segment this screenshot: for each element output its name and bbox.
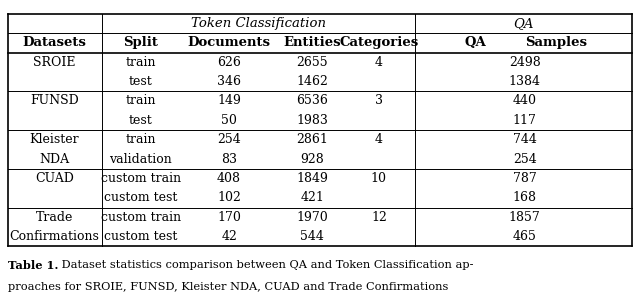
Text: 1384: 1384: [509, 75, 541, 88]
Text: 2655: 2655: [296, 56, 328, 69]
Text: Token Classification: Token Classification: [191, 17, 326, 30]
Text: 1462: 1462: [296, 75, 328, 88]
Text: Trade: Trade: [36, 211, 73, 224]
Text: 12: 12: [371, 211, 387, 224]
Text: 50: 50: [221, 114, 237, 127]
Text: 1849: 1849: [296, 172, 328, 185]
Text: 254: 254: [217, 133, 241, 146]
Text: validation: validation: [109, 153, 172, 166]
Text: 1983: 1983: [296, 114, 328, 127]
Text: 102: 102: [217, 191, 241, 204]
Text: 1970: 1970: [296, 211, 328, 224]
Text: 744: 744: [513, 133, 537, 146]
Text: SROIE: SROIE: [33, 56, 76, 69]
Text: FUNSD: FUNSD: [30, 95, 79, 107]
Text: Documents: Documents: [188, 36, 271, 49]
Text: 928: 928: [300, 153, 324, 166]
Text: Samples: Samples: [525, 36, 587, 49]
Text: 346: 346: [217, 75, 241, 88]
Text: 408: 408: [217, 172, 241, 185]
Text: train: train: [125, 95, 156, 107]
Text: 787: 787: [513, 172, 537, 185]
Text: NDA: NDA: [39, 153, 70, 166]
Text: custom test: custom test: [104, 230, 177, 243]
Text: 83: 83: [221, 153, 237, 166]
Text: Dataset statistics comparison between QA and Token Classification ap-: Dataset statistics comparison between QA…: [58, 260, 473, 270]
Text: 6536: 6536: [296, 95, 328, 107]
Text: 465: 465: [513, 230, 537, 243]
Text: 626: 626: [217, 56, 241, 69]
Text: QA: QA: [513, 17, 534, 30]
Text: 42: 42: [221, 230, 237, 243]
Text: custom train: custom train: [100, 172, 181, 185]
Text: train: train: [125, 133, 156, 146]
Text: 254: 254: [513, 153, 537, 166]
Text: Categories: Categories: [339, 36, 419, 49]
Text: test: test: [129, 114, 153, 127]
Text: 421: 421: [300, 191, 324, 204]
Text: train: train: [125, 56, 156, 69]
Text: custom train: custom train: [100, 211, 181, 224]
Text: 170: 170: [217, 211, 241, 224]
Text: 2861: 2861: [296, 133, 328, 146]
Text: 4: 4: [375, 56, 383, 69]
Text: custom test: custom test: [104, 191, 177, 204]
Text: 168: 168: [513, 191, 537, 204]
Text: Entities: Entities: [284, 36, 341, 49]
Text: 1857: 1857: [509, 211, 541, 224]
Text: QA: QA: [465, 36, 486, 49]
Text: 2498: 2498: [509, 56, 541, 69]
Text: 3: 3: [375, 95, 383, 107]
Text: Split: Split: [124, 36, 158, 49]
Text: 544: 544: [300, 230, 324, 243]
Text: 10: 10: [371, 172, 387, 185]
Text: proaches for SROIE, FUNSD, Kleister NDA, CUAD and Trade Confirmations: proaches for SROIE, FUNSD, Kleister NDA,…: [8, 282, 448, 292]
Text: Confirmations: Confirmations: [10, 230, 99, 243]
Text: 149: 149: [217, 95, 241, 107]
Text: 117: 117: [513, 114, 537, 127]
Text: 4: 4: [375, 133, 383, 146]
Text: Kleister: Kleister: [29, 133, 79, 146]
Text: 440: 440: [513, 95, 537, 107]
Text: CUAD: CUAD: [35, 172, 74, 185]
Text: Datasets: Datasets: [22, 36, 86, 49]
Text: test: test: [129, 75, 153, 88]
Text: Table 1.: Table 1.: [8, 260, 58, 271]
